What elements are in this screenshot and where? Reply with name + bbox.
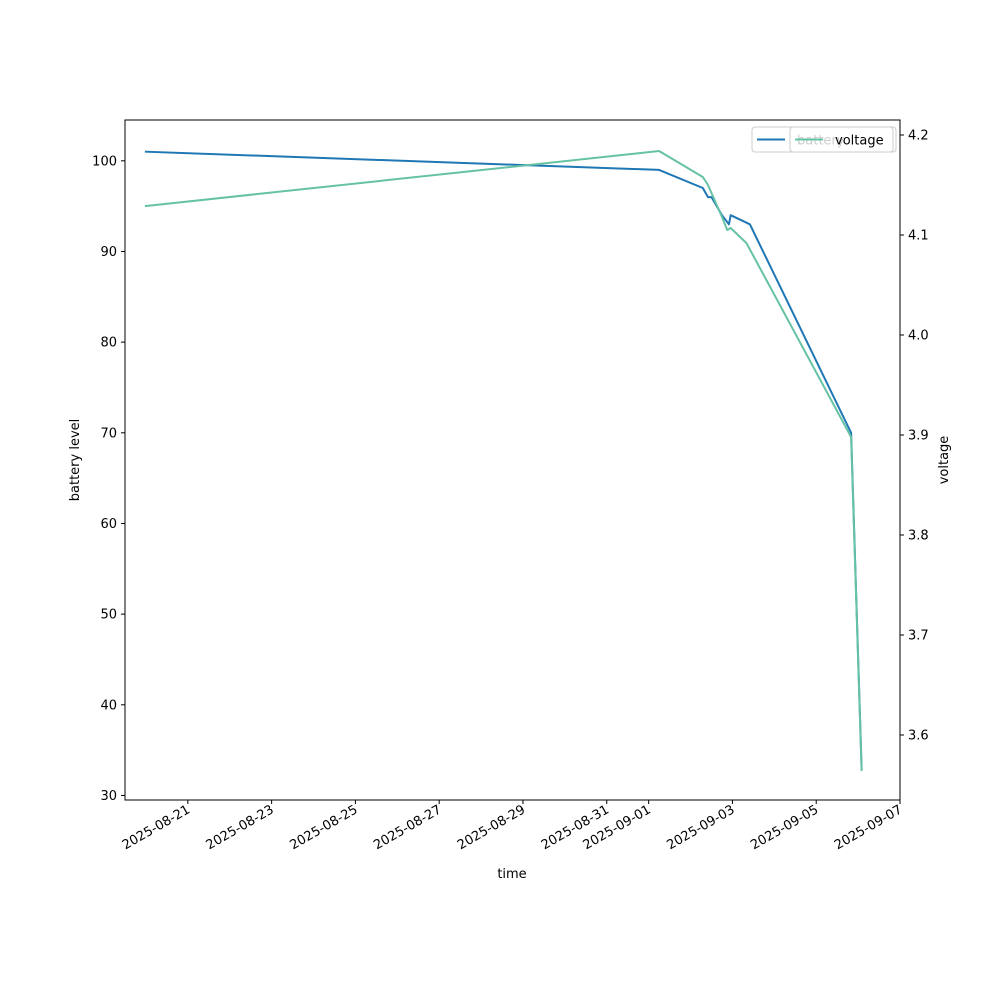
x-tick-label: 2025-09-07	[832, 802, 905, 853]
y-right-tick-label: 4.1	[908, 229, 929, 244]
x-tick-label: 2025-08-27	[371, 802, 444, 853]
y-right-tick-label: 3.7	[908, 629, 929, 644]
x-tick-label: 2025-08-21	[120, 802, 193, 853]
legend-box-voltage	[789, 126, 894, 153]
series-layer	[144, 150, 863, 772]
y-left-tick-label: 100	[92, 154, 117, 169]
x-tick-label: 2025-08-29	[455, 802, 528, 853]
y-right-tick-label: 3.6	[908, 729, 929, 744]
y-right-tick-label: 3.8	[908, 529, 929, 544]
series-line-voltage	[144, 150, 863, 772]
y-left-axis-label: battery level	[68, 419, 83, 502]
y-right-tick-label: 4.0	[908, 329, 929, 344]
x-tick-label: 2025-08-23	[204, 802, 277, 853]
y-right-tick-label: 3.9	[908, 429, 929, 444]
x-axis-label: time	[497, 867, 526, 882]
y-left-tick-label: 90	[100, 245, 117, 260]
y-left-tick-label: 50	[100, 608, 117, 623]
y-left-tick-label: 60	[100, 517, 117, 532]
y-left-tick-label: 30	[100, 789, 117, 804]
y-left-tick-label: 70	[100, 426, 117, 441]
axes-frame	[124, 119, 901, 801]
y-right-axis-label: voltage	[937, 436, 952, 485]
y-left-tick-label: 40	[100, 698, 117, 713]
x-tick-label: 2025-09-03	[664, 802, 737, 853]
y-right-tick-label: 4.2	[908, 129, 929, 144]
legend-layer: batteryvoltage	[751, 126, 897, 153]
x-tick-label: 2025-09-05	[748, 802, 821, 853]
y-left-tick-label: 80	[100, 336, 117, 351]
legend-label-voltage: voltage	[835, 134, 884, 149]
x-tick-label: 2025-08-25	[287, 802, 360, 853]
plot-area	[125, 120, 900, 800]
